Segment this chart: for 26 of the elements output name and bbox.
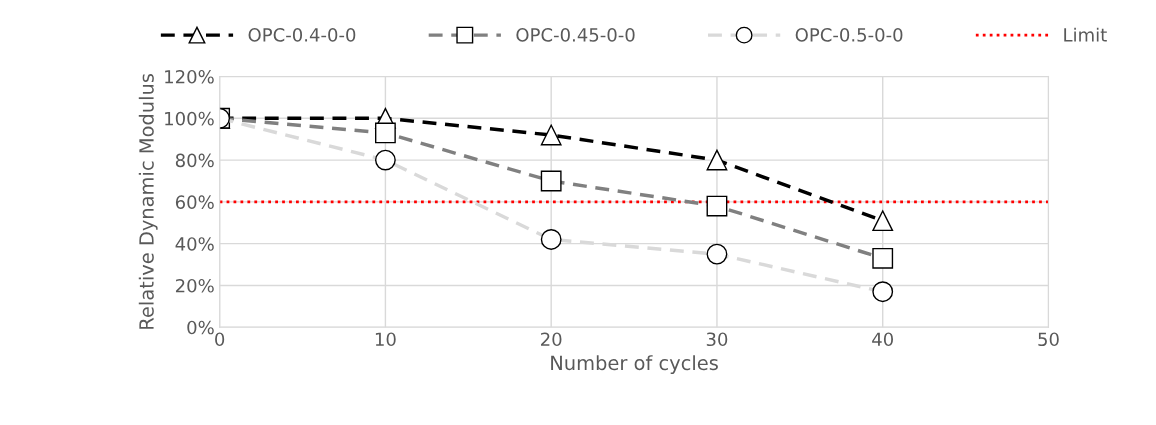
legend-label: OPC-0.5-0-0: [795, 28, 903, 42]
legend-label: Limit: [1064, 27, 1107, 42]
point: [374, 149, 396, 171]
y-axis-title: Relative Dynamic Modulus: [138, 73, 158, 329]
y-tick-label: 120%: [165, 69, 214, 84]
point: [706, 243, 728, 265]
x-axis-title: Number of cycles: [551, 355, 718, 374]
legend-label: OPC-0.4-0-0: [248, 28, 356, 42]
point: [872, 281, 894, 303]
y-tick-label: 80%: [175, 153, 214, 168]
point: [706, 149, 728, 171]
x-tick-label: 50: [1038, 332, 1059, 347]
x-tick-label: 40: [872, 332, 894, 347]
x-tick-label: 10: [375, 332, 396, 347]
point: [540, 124, 562, 146]
y-tick-label: 100%: [165, 111, 214, 126]
legend-label: OPC-0.45-0-0: [516, 28, 635, 42]
point: [872, 210, 894, 232]
y-tick-label: 0%: [187, 320, 214, 335]
point: [540, 229, 562, 250]
y-tick-label: 40%: [175, 237, 214, 251]
y-tick-label: 20%: [175, 278, 214, 293]
y-tick-label: 60%: [175, 195, 214, 209]
x-tick-label: 30: [706, 332, 728, 347]
x-tick-label: 0: [215, 332, 225, 347]
x-tick-label: 20: [541, 332, 562, 347]
